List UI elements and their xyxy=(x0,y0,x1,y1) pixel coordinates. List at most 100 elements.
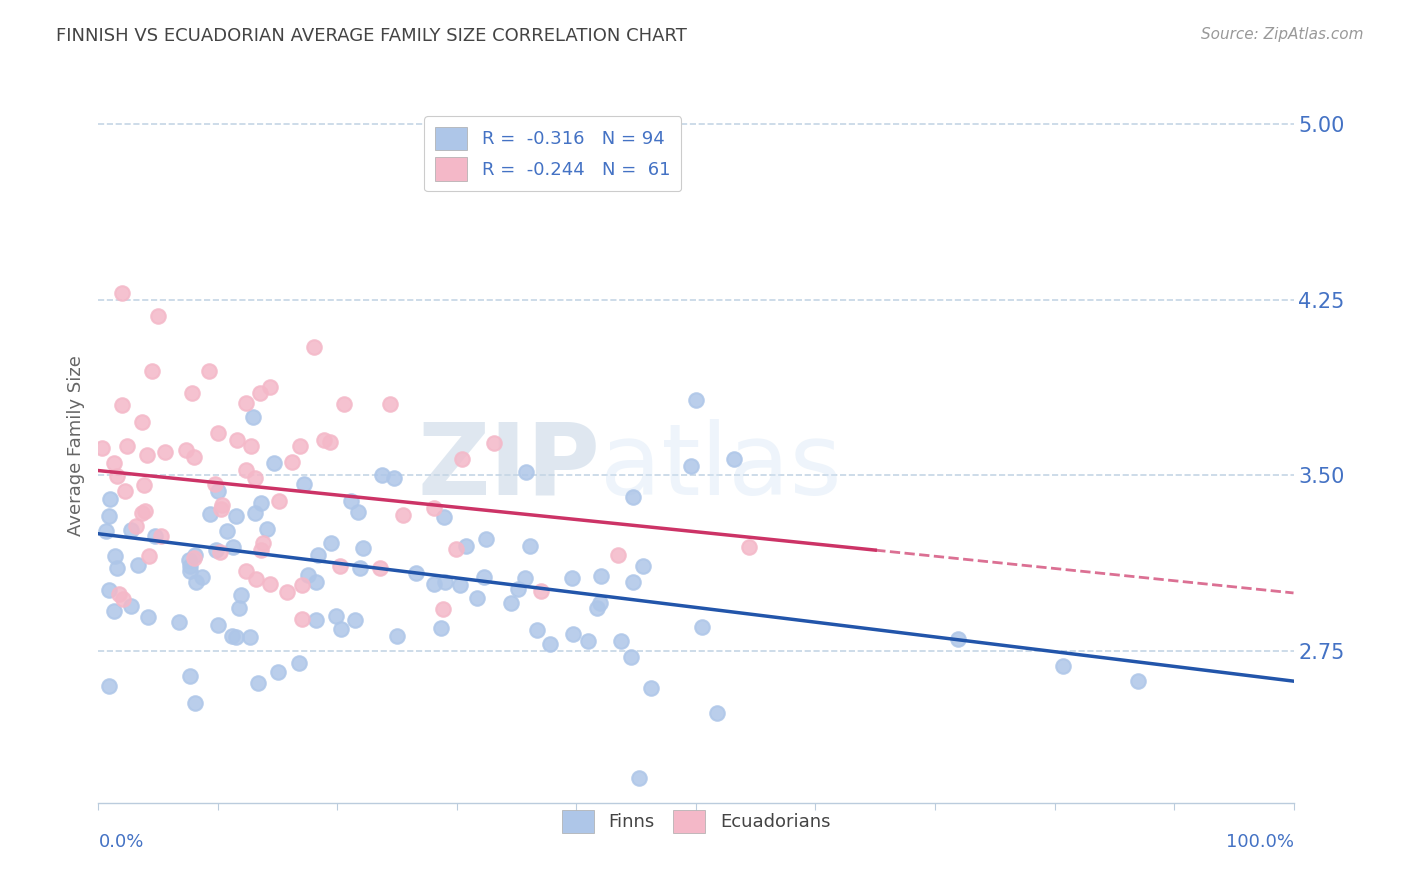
Point xyxy=(184,548,207,562)
Point xyxy=(136,610,159,624)
Point xyxy=(292,477,315,491)
Point xyxy=(449,577,471,591)
Point xyxy=(681,459,703,474)
Point xyxy=(319,434,342,449)
Point xyxy=(249,542,271,557)
Point xyxy=(1128,674,1150,689)
Point xyxy=(103,457,125,471)
Point xyxy=(690,619,713,633)
Point xyxy=(330,622,353,636)
Point xyxy=(501,596,523,610)
Point xyxy=(633,559,655,574)
Point xyxy=(205,542,228,557)
Point xyxy=(141,364,163,378)
Point xyxy=(737,540,759,554)
Point xyxy=(610,634,633,648)
Point xyxy=(307,548,329,562)
Point xyxy=(484,436,506,450)
Point xyxy=(207,425,229,440)
Point xyxy=(98,583,121,598)
Point xyxy=(562,626,585,640)
Point xyxy=(125,519,148,533)
Point xyxy=(235,564,257,578)
Point xyxy=(98,508,121,523)
Point xyxy=(143,529,166,543)
Point xyxy=(134,504,156,518)
Point xyxy=(430,621,453,635)
Point xyxy=(302,340,325,354)
Point xyxy=(256,522,278,536)
Point xyxy=(304,613,326,627)
Point xyxy=(288,439,311,453)
Point xyxy=(198,363,221,377)
Point xyxy=(606,548,628,562)
Point xyxy=(167,615,190,629)
Point xyxy=(281,455,304,469)
Point xyxy=(297,568,319,582)
Point xyxy=(225,508,247,523)
Point xyxy=(454,540,477,554)
Point xyxy=(127,558,149,572)
Point xyxy=(339,493,361,508)
Point xyxy=(132,478,155,492)
Point xyxy=(349,561,371,575)
Point xyxy=(111,285,134,300)
Point xyxy=(191,569,214,583)
Point xyxy=(387,629,409,643)
Point xyxy=(249,386,271,401)
Point xyxy=(475,532,498,546)
Text: 100.0%: 100.0% xyxy=(1226,833,1294,851)
Point xyxy=(371,467,394,482)
Point xyxy=(198,507,221,521)
Point xyxy=(179,564,201,578)
Point xyxy=(314,433,336,447)
Legend: Finns, Ecuadorians: Finns, Ecuadorians xyxy=(554,803,838,840)
Point xyxy=(105,560,128,574)
Point xyxy=(259,380,281,394)
Point xyxy=(131,415,153,429)
Point xyxy=(530,584,553,599)
Point xyxy=(423,577,446,591)
Point xyxy=(103,549,125,563)
Text: atlas: atlas xyxy=(600,419,842,516)
Point xyxy=(209,501,232,516)
Point xyxy=(225,434,247,448)
Text: 0.0%: 0.0% xyxy=(98,833,143,851)
Point xyxy=(276,585,298,599)
Point xyxy=(148,309,170,323)
Point xyxy=(94,524,117,539)
Point xyxy=(538,637,561,651)
Point xyxy=(112,592,135,607)
Point xyxy=(432,602,454,616)
Point xyxy=(526,623,548,637)
Point xyxy=(246,675,269,690)
Point xyxy=(138,549,160,563)
Point xyxy=(585,600,607,615)
Point xyxy=(446,542,468,557)
Point xyxy=(180,386,202,401)
Point xyxy=(250,496,273,510)
Point xyxy=(392,508,415,522)
Point xyxy=(433,574,456,589)
Point xyxy=(229,588,252,602)
Point xyxy=(621,574,644,589)
Point xyxy=(208,545,231,559)
Point xyxy=(179,668,201,682)
Point xyxy=(207,484,229,499)
Point xyxy=(174,442,197,457)
Point xyxy=(589,569,612,583)
Point xyxy=(378,397,401,411)
Point xyxy=(131,506,153,520)
Point xyxy=(243,470,266,484)
Point xyxy=(506,582,529,597)
Point xyxy=(450,451,472,466)
Point xyxy=(211,498,233,512)
Point xyxy=(252,536,274,550)
Point xyxy=(235,463,257,477)
Point xyxy=(519,539,541,553)
Point xyxy=(589,595,612,609)
Point xyxy=(98,679,121,693)
Point xyxy=(179,553,201,567)
Point xyxy=(267,494,290,508)
Point xyxy=(91,441,114,455)
